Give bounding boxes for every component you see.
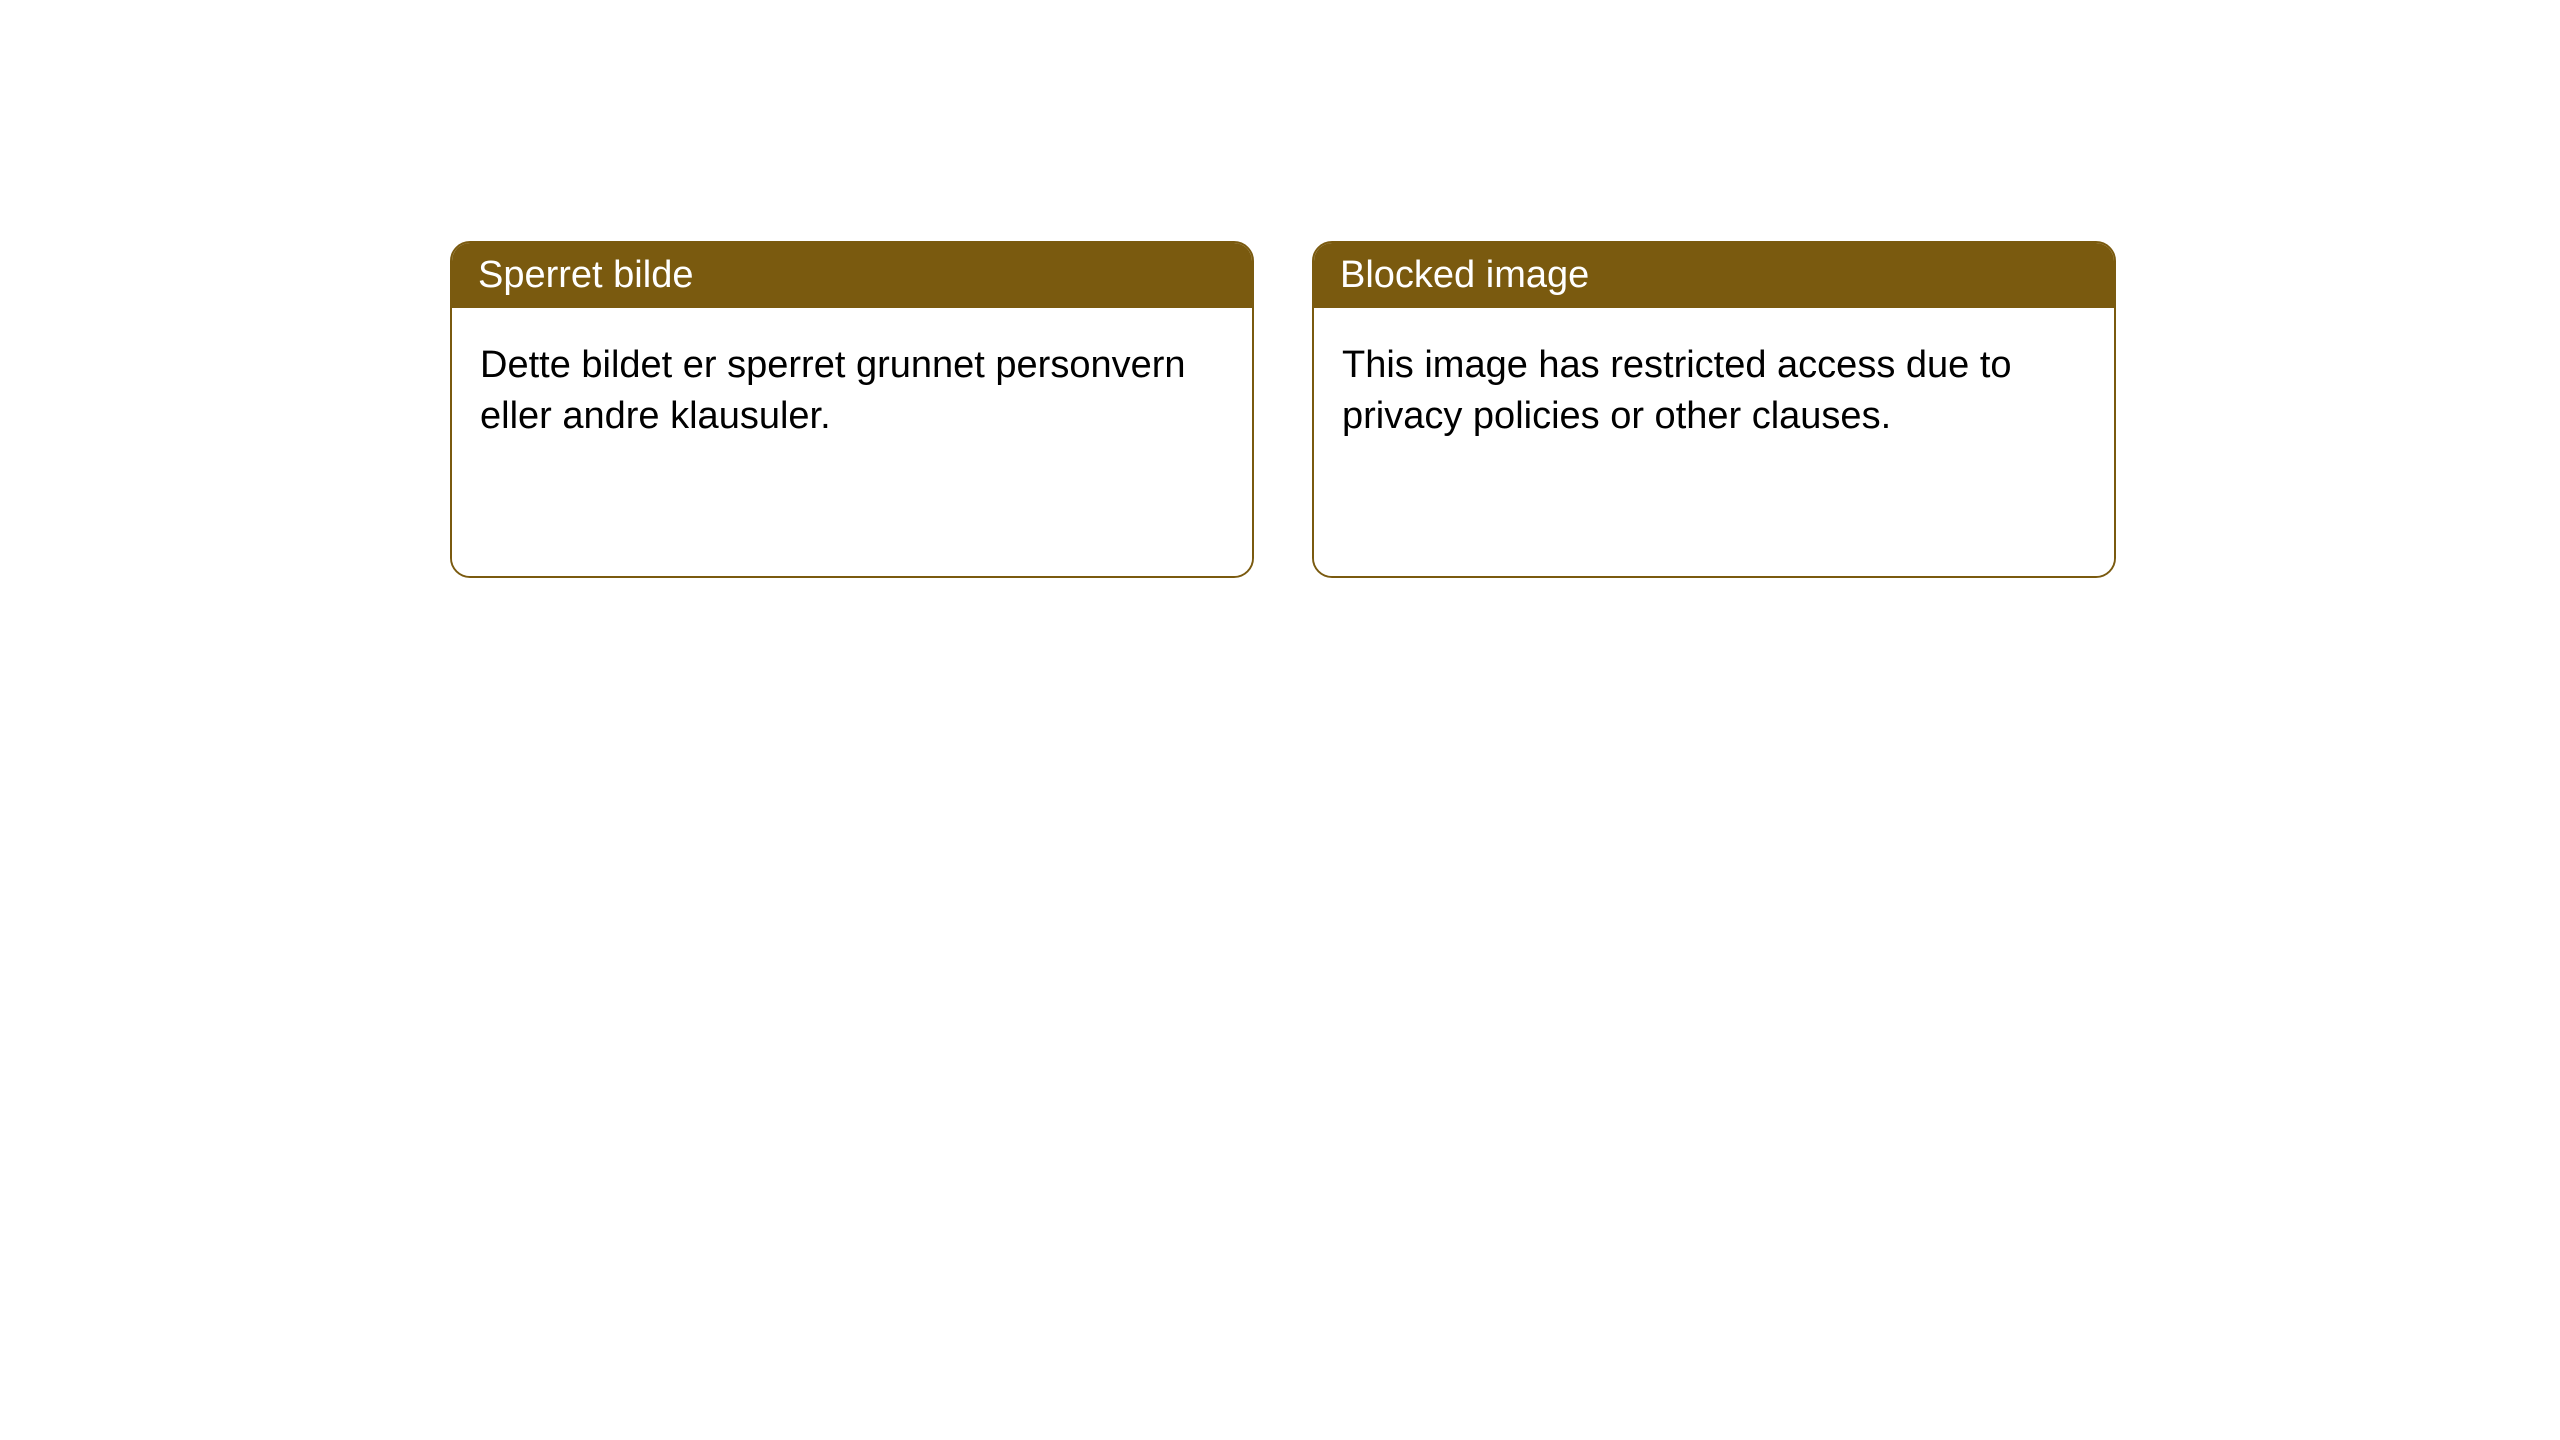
notice-cards-container: Sperret bilde Dette bildet er sperret gr… — [450, 241, 2116, 578]
notice-card-english: Blocked image This image has restricted … — [1312, 241, 2116, 578]
notice-card-norwegian: Sperret bilde Dette bildet er sperret gr… — [450, 241, 1254, 578]
notice-card-body: This image has restricted access due to … — [1314, 308, 2114, 576]
notice-card-title: Sperret bilde — [452, 243, 1252, 308]
notice-card-body: Dette bildet er sperret grunnet personve… — [452, 308, 1252, 576]
notice-card-title: Blocked image — [1314, 243, 2114, 308]
